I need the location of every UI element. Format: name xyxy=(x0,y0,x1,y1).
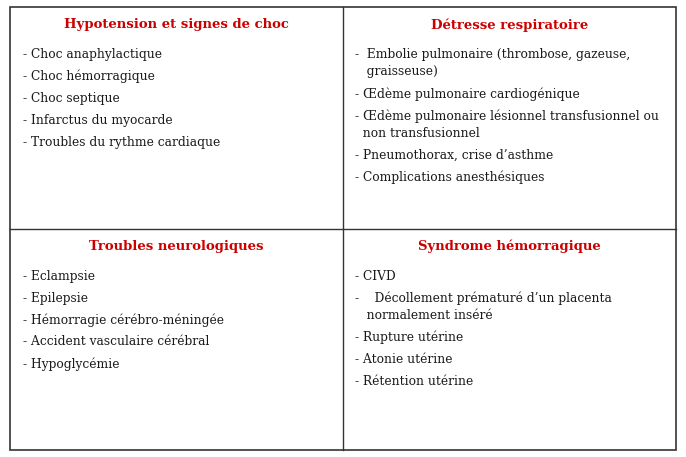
Text: - Pneumothorax, crise d’asthme: - Pneumothorax, crise d’asthme xyxy=(355,149,554,161)
Text: Syndrome hémorragique: Syndrome hémorragique xyxy=(418,240,601,254)
Text: Hypotension et signes de choc: Hypotension et signes de choc xyxy=(64,18,289,31)
Text: - Rétention utérine: - Rétention utérine xyxy=(355,375,473,388)
Text: - Œdème pulmonaire cardiogénique: - Œdème pulmonaire cardiogénique xyxy=(355,87,580,101)
Text: -  Embolie pulmonaire (thrombose, gazeuse,: - Embolie pulmonaire (thrombose, gazeuse… xyxy=(355,48,630,61)
Text: non transfusionnel: non transfusionnel xyxy=(355,127,480,139)
Text: - Hémorragie cérébro-méningée: - Hémorragie cérébro-méningée xyxy=(23,314,224,327)
Text: - Rupture utérine: - Rupture utérine xyxy=(355,331,464,345)
Text: - Complications anesthésiques: - Complications anesthésiques xyxy=(355,170,545,184)
Text: - CIVD: - CIVD xyxy=(355,270,396,282)
Text: Détresse respiratoire: Détresse respiratoire xyxy=(431,18,588,32)
Text: Troubles neurologiques: Troubles neurologiques xyxy=(89,240,264,253)
Text: - Choc hémorragique: - Choc hémorragique xyxy=(23,70,154,84)
Text: - Infarctus du myocarde: - Infarctus du myocarde xyxy=(23,114,172,127)
Text: - Hypoglycémie: - Hypoglycémie xyxy=(23,357,119,371)
Text: - Choc septique: - Choc septique xyxy=(23,92,119,105)
Text: - Troubles du rythme cardiaque: - Troubles du rythme cardiaque xyxy=(23,136,220,149)
Text: - Epilepsie: - Epilepsie xyxy=(23,292,88,304)
Text: - Accident vasculaire cérébral: - Accident vasculaire cérébral xyxy=(23,335,209,348)
Text: - Eclampsie: - Eclampsie xyxy=(23,270,95,282)
Text: - Œdème pulmonaire lésionnel transfusionnel ou: - Œdème pulmonaire lésionnel transfusion… xyxy=(355,109,659,123)
Text: -    Décollement prématuré d’un placenta: - Décollement prématuré d’un placenta xyxy=(355,292,612,305)
Text: graisseuse): graisseuse) xyxy=(355,65,438,78)
Text: - Choc anaphylactique: - Choc anaphylactique xyxy=(23,48,162,61)
Text: normalement inséré: normalement inséré xyxy=(355,309,493,322)
Text: - Atonie utérine: - Atonie utérine xyxy=(355,353,453,366)
